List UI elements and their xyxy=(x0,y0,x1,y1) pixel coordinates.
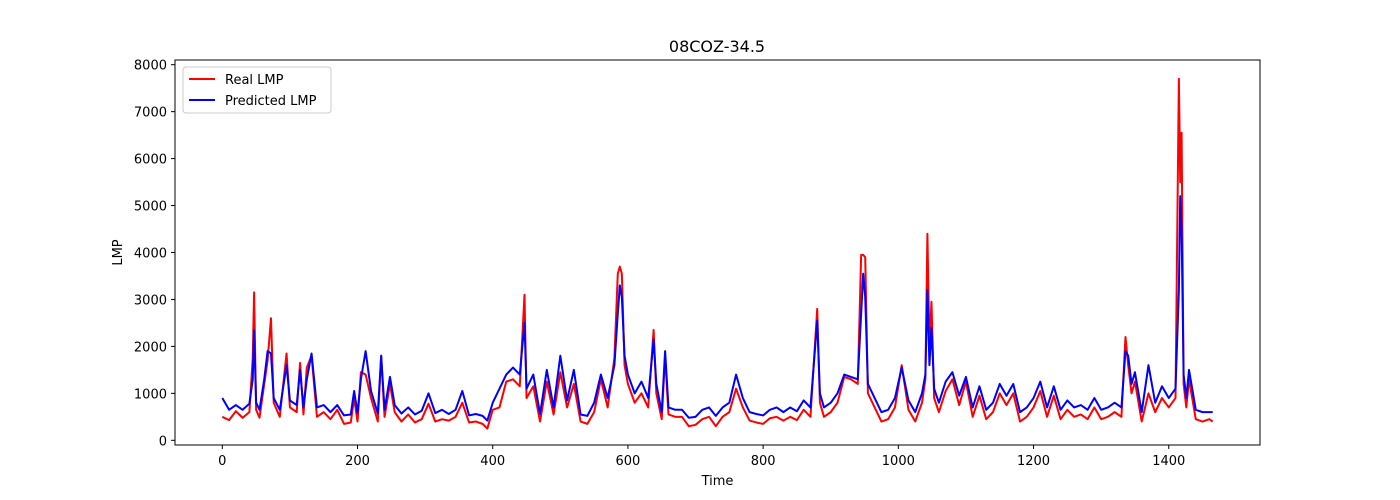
y-tick-label: 1000 xyxy=(134,387,167,402)
x-tick-label: 400 xyxy=(480,454,505,469)
y-axis-label: LMP xyxy=(111,239,126,265)
y-axis-ticks: 0 1000 2000 3000 4000 5000 6000 7000 8000 xyxy=(134,59,175,449)
y-tick-label: 2000 xyxy=(134,340,167,355)
legend-label-real-lmp: Real LMP xyxy=(225,73,284,88)
legend: Real LMP Predicted LMP xyxy=(182,66,332,114)
x-axis-ticks: 0 200 400 600 800 1000 1200 1400 xyxy=(218,445,1185,469)
chart-title: 08COZ-34.5 xyxy=(669,37,765,56)
x-tick-label: 800 xyxy=(751,454,776,469)
legend-label-predicted-lmp: Predicted LMP xyxy=(225,94,317,109)
x-tick-label: 0 xyxy=(218,454,226,469)
x-tick-label: 1000 xyxy=(882,454,915,469)
y-tick-label: 3000 xyxy=(134,293,167,308)
y-tick-label: 4000 xyxy=(134,247,167,262)
y-tick-label: 0 xyxy=(159,434,167,449)
series-line-predicted-lmp xyxy=(221,195,1213,422)
y-tick-label: 6000 xyxy=(134,153,167,168)
x-tick-label: 1200 xyxy=(1017,454,1050,469)
x-tick-label: 200 xyxy=(345,454,370,469)
x-axis-label: Time xyxy=(701,474,734,489)
x-tick-label: 600 xyxy=(616,454,641,469)
series-layer xyxy=(221,77,1214,430)
legend-box xyxy=(182,66,332,114)
series-line-real-lmp xyxy=(221,77,1214,430)
y-tick-label: 8000 xyxy=(134,59,167,74)
y-tick-label: 7000 xyxy=(134,106,167,121)
x-tick-label: 1400 xyxy=(1152,454,1185,469)
y-tick-label: 5000 xyxy=(134,200,167,215)
